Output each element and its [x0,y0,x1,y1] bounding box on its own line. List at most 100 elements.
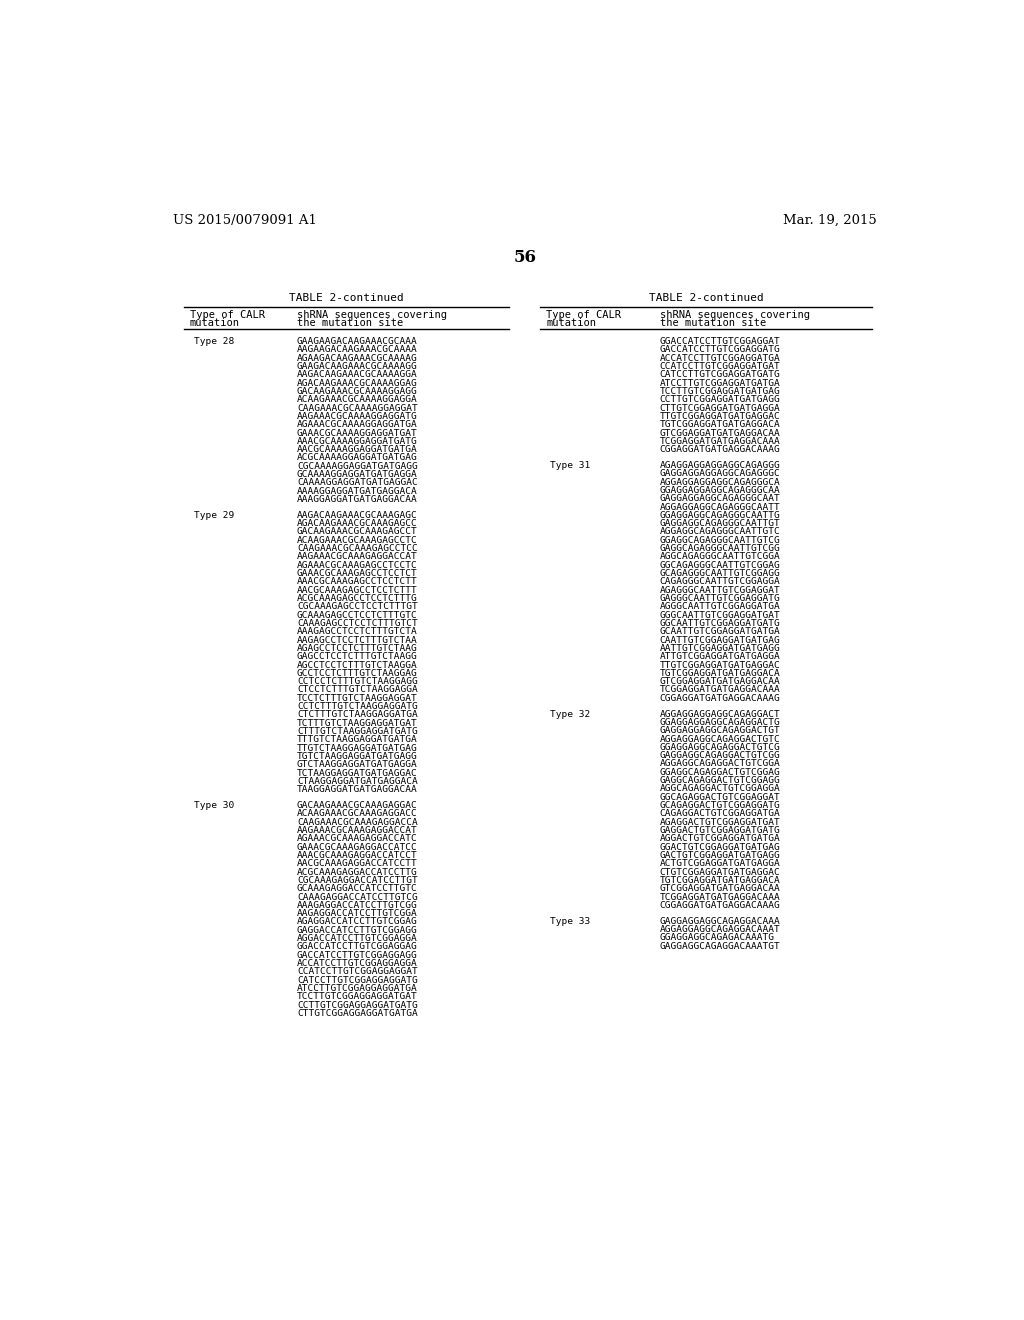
Text: GAAACGCAAAGAGCCTCCTCT: GAAACGCAAAGAGCCTCCTCT [297,569,418,578]
Text: CGGAGGATGATGAGGACAAAG: CGGAGGATGATGAGGACAAAG [659,445,780,454]
Text: TCCTTGTCGGAGGATGATGAG: TCCTTGTCGGAGGATGATGAG [659,387,780,396]
Text: ACCATCCTTGTCGGAGGAGGA: ACCATCCTTGTCGGAGGAGGA [297,960,418,968]
Text: CGCAAAAGGAGGATGATGAGG: CGCAAAAGGAGGATGATGAGG [297,462,418,471]
Text: GGAGGAGGCAGAGGGCAATTG: GGAGGAGGCAGAGGGCAATTG [659,511,780,520]
Text: Type 31: Type 31 [550,461,591,470]
Text: GAGGAGGAGGCAGAGGACAAA: GAGGAGGAGGCAGAGGACAAA [659,916,780,925]
Text: AGAAACGCAAAAGGAGGATGA: AGAAACGCAAAAGGAGGATGA [297,420,418,429]
Text: AAGAAACGCAAAGAGGACCAT: AAGAAACGCAAAGAGGACCAT [297,553,418,561]
Text: GAGCCTCCTCTTTGTCTAAGG: GAGCCTCCTCTTTGTCTAAGG [297,652,418,661]
Text: CAGAGGACTGTCGGAGGATGA: CAGAGGACTGTCGGAGGATGA [659,809,780,818]
Text: AGACAAGAAACGCAAAAGGAG: AGACAAGAAACGCAAAAGGAG [297,379,418,388]
Text: GAAACGCAAAAGGAGGATGAT: GAAACGCAAAAGGAGGATGAT [297,429,418,437]
Text: AAACGCAAAGAGCCTCCTCTT: AAACGCAAAGAGCCTCCTCTT [297,577,418,586]
Text: TGTCGGAGGATGATGAGGACA: TGTCGGAGGATGATGAGGACA [659,420,780,429]
Text: shRNA sequences covering: shRNA sequences covering [297,310,446,319]
Text: GGAGGAGGAGGCAGAGGGCAA: GGAGGAGGAGGCAGAGGGCAA [659,486,780,495]
Text: Mar. 19, 2015: Mar. 19, 2015 [783,214,877,227]
Text: ACGCAAAGAGCCTCCTCTTTG: ACGCAAAGAGCCTCCTCTTTG [297,594,418,603]
Text: AGGAGGAGGCAGAGGACAAAT: AGGAGGAGGCAGAGGACAAAT [659,925,780,935]
Text: GGCAATTGTCGGAGGATGATG: GGCAATTGTCGGAGGATGATG [659,619,780,628]
Text: TCTAAGGAGGATGATGAGGAC: TCTAAGGAGGATGATGAGGAC [297,768,418,777]
Text: CCATCCTTGTCGGAGGAGGAT: CCATCCTTGTCGGAGGAGGAT [297,968,418,977]
Text: GAGGAGGCAGAGGGCAATTGT: GAGGAGGCAGAGGGCAATTGT [659,519,780,528]
Text: GCAGAGGACTGTCGGAGGATG: GCAGAGGACTGTCGGAGGATG [659,801,780,810]
Text: GTCTAAGGAGGATGATGAGGA: GTCTAAGGAGGATGATGAGGA [297,760,418,770]
Text: TTGTCTAAGGAGGATGATGAG: TTGTCTAAGGAGGATGATGAG [297,743,418,752]
Text: CAAAGAGCCTCCTCTTTGTCT: CAAAGAGCCTCCTCTTTGTCT [297,619,418,628]
Text: CCTCTTTGTCTAAGGAGGATG: CCTCTTTGTCTAAGGAGGATG [297,702,418,711]
Text: AACGCAAAAGGAGGATGATGA: AACGCAAAAGGAGGATGATGA [297,445,418,454]
Text: CTAAGGAGGATGATGAGGACA: CTAAGGAGGATGATGAGGACA [297,777,418,785]
Text: Type 30: Type 30 [194,801,234,810]
Text: GTCGGAGGATGATGAGGACAA: GTCGGAGGATGATGAGGACAA [659,429,780,437]
Text: Type of CALR: Type of CALR [547,310,622,319]
Text: CTGTCGGAGGATGATGAGGAC: CTGTCGGAGGATGATGAGGAC [659,867,780,876]
Text: CGGAGGATGATGAGGACAAAG: CGGAGGATGATGAGGACAAAG [659,900,780,909]
Text: AAAGAGCCTCCTCTTTGTCTA: AAAGAGCCTCCTCTTTGTCTA [297,627,418,636]
Text: TCCTCTTTGTCTAAGGAGGAT: TCCTCTTTGTCTAAGGAGGAT [297,694,418,702]
Text: CTCTTTGTCTAAGGAGGATGA: CTCTTTGTCTAAGGAGGATGA [297,710,418,719]
Text: GACTGTCGGAGGATGATGAGG: GACTGTCGGAGGATGATGAGG [659,851,780,859]
Text: TTGTCGGAGGATGATGAGGAC: TTGTCGGAGGATGATGAGGAC [659,412,780,421]
Text: GACAAGAAACGCAAAGAGGAC: GACAAGAAACGCAAAGAGGAC [297,801,418,810]
Text: GCAGAGGGCAATTGTCGGAGG: GCAGAGGGCAATTGTCGGAGG [659,569,780,578]
Text: GTCGGAGGATGATGAGGACAA: GTCGGAGGATGATGAGGACAA [659,884,780,894]
Text: TGTCTAAGGAGGATGATGAGG: TGTCTAAGGAGGATGATGAGG [297,752,418,762]
Text: GACCATCCTTGTCGGAGGAGG: GACCATCCTTGTCGGAGGAGG [297,950,418,960]
Text: TCGGAGGATGATGAGGACAAA: TCGGAGGATGATGAGGACAAA [659,685,780,694]
Text: TAAGGAGGATGATGAGGACAA: TAAGGAGGATGATGAGGACAA [297,785,418,795]
Text: AACGCAAAGAGCCTCCTCTTT: AACGCAAAGAGCCTCCTCTTT [297,586,418,595]
Text: US 2015/0079091 A1: US 2015/0079091 A1 [173,214,316,227]
Text: Type of CALR: Type of CALR [190,310,265,319]
Text: GAGGAGGAGGCAGAGGACTGT: GAGGAGGAGGCAGAGGACTGT [659,726,780,735]
Text: CGCAAAGAGCCTCCTCTTTGT: CGCAAAGAGCCTCCTCTTTGT [297,602,418,611]
Text: CGCAAAGAGGACCATCCTTGT: CGCAAAGAGGACCATCCTTGT [297,876,418,884]
Text: TCTTTGTCTAAGGAGGATGAT: TCTTTGTCTAAGGAGGATGAT [297,719,418,727]
Text: AGAGGACTGTCGGAGGATGAT: AGAGGACTGTCGGAGGATGAT [659,817,780,826]
Text: AGGCAGAGGGCAATTGTCGGA: AGGCAGAGGGCAATTGTCGGA [659,553,780,561]
Text: GCAAAGAGGACCATCCTTGTC: GCAAAGAGGACCATCCTTGTC [297,884,418,894]
Text: GAGGAGGCAGAGGACAAATGT: GAGGAGGCAGAGGACAAATGT [659,941,780,950]
Text: GGAGGAGGCAGAGACAAATG: GGAGGAGGCAGAGACAAATG [659,933,774,942]
Text: ACAAGAAACGCAAAGAGCCTC: ACAAGAAACGCAAAGAGCCTC [297,536,418,545]
Text: AGGAGGCAGAGGACTGTCGGA: AGGAGGCAGAGGACTGTCGGA [659,759,780,768]
Text: AAGAGCCTCCTCTTTGTCTAA: AAGAGCCTCCTCTTTGTCTAA [297,636,418,644]
Text: TGTCGGAGGATGATGAGGACA: TGTCGGAGGATGATGAGGACA [659,876,780,884]
Text: GGCAGAGGACTGTCGGAGGAT: GGCAGAGGACTGTCGGAGGAT [659,793,780,801]
Text: GAAGACAAGAAACGCAAAAGG: GAAGACAAGAAACGCAAAAGG [297,362,418,371]
Text: AATTGTCGGAGGATGATGAGG: AATTGTCGGAGGATGATGAGG [659,644,780,653]
Text: AAAGGAGGATGATGAGGACAA: AAAGGAGGATGATGAGGACAA [297,495,418,504]
Text: GGAGGAGGCAGAGGACTGTCG: GGAGGAGGCAGAGGACTGTCG [659,743,780,752]
Text: GAAGAAGACAAGAAACGCAAA: GAAGAAGACAAGAAACGCAAA [297,337,418,346]
Text: ACCATCCTTGTCGGAGGATGA: ACCATCCTTGTCGGAGGATGA [659,354,780,363]
Text: CAAGAAACGCAAAGAGCCTCC: CAAGAAACGCAAAGAGCCTCC [297,544,418,553]
Text: AAACGCAAAGAGGACCATCCT: AAACGCAAAGAGGACCATCCT [297,851,418,859]
Text: ATCCTTGTCGGAGGAGGATGA: ATCCTTGTCGGAGGAGGATGA [297,983,418,993]
Text: AGAGGGCAATTGTCGGAGGAT: AGAGGGCAATTGTCGGAGGAT [659,586,780,595]
Text: GAAACGCAAAGAGGACCATCC: GAAACGCAAAGAGGACCATCC [297,842,418,851]
Text: CATCCTTGTCGGAGGAGGATG: CATCCTTGTCGGAGGAGGATG [297,975,418,985]
Text: ACAAGAAACGCAAAAGGAGGA: ACAAGAAACGCAAAAGGAGGA [297,395,418,404]
Text: AGGGCAATTGTCGGAGGATGA: AGGGCAATTGTCGGAGGATGA [659,602,780,611]
Text: CAAGAAACGCAAAGAGGACCA: CAAGAAACGCAAAGAGGACCA [297,817,418,826]
Text: the mutation site: the mutation site [659,318,766,327]
Text: AAGAGGACCATCCTTGTCGGA: AAGAGGACCATCCTTGTCGGA [297,909,418,919]
Text: GGCAGAGGGCAATTGTCGGAG: GGCAGAGGGCAATTGTCGGAG [659,561,780,570]
Text: AAGAAACGCAAAAGGAGGATG: AAGAAACGCAAAAGGAGGATG [297,412,418,421]
Text: mutation: mutation [547,318,597,327]
Text: GAGGAGGCAGAGGACTGTCGG: GAGGAGGCAGAGGACTGTCGG [659,751,780,760]
Text: AAGAAACGCAAAGAGGACCAT: AAGAAACGCAAAGAGGACCAT [297,826,418,836]
Text: GAGGACCATCCTTGTCGGAGG: GAGGACCATCCTTGTCGGAGG [297,925,418,935]
Text: CATCCTTGTCGGAGGATGATG: CATCCTTGTCGGAGGATGATG [659,371,780,379]
Text: TTTGTCTAAGGAGGATGATGA: TTTGTCTAAGGAGGATGATGA [297,735,418,744]
Text: CAAAGAGGACCATCCTTGTCG: CAAAGAGGACCATCCTTGTCG [297,892,418,902]
Text: CAAGAAACGCAAAAGGAGGAT: CAAGAAACGCAAAAGGAGGAT [297,404,418,413]
Text: AGGACTGTCGGAGGATGATGA: AGGACTGTCGGAGGATGATGA [659,834,780,843]
Text: GGACCATCCTTGTCGGAGGAG: GGACCATCCTTGTCGGAGGAG [297,942,418,952]
Text: AGGACCATCCTTGTCGGAGGA: AGGACCATCCTTGTCGGAGGA [297,935,418,942]
Text: CCTTGTCGGAGGATGATGAGG: CCTTGTCGGAGGATGATGAGG [659,395,780,404]
Text: GAGGACTGTCGGAGGATGATG: GAGGACTGTCGGAGGATGATG [659,826,780,836]
Text: AAAAGGAGGATGATGAGGACA: AAAAGGAGGATGATGAGGACA [297,487,418,496]
Text: GGAGGCAGAGGGCAATTGTCG: GGAGGCAGAGGGCAATTGTCG [659,536,780,545]
